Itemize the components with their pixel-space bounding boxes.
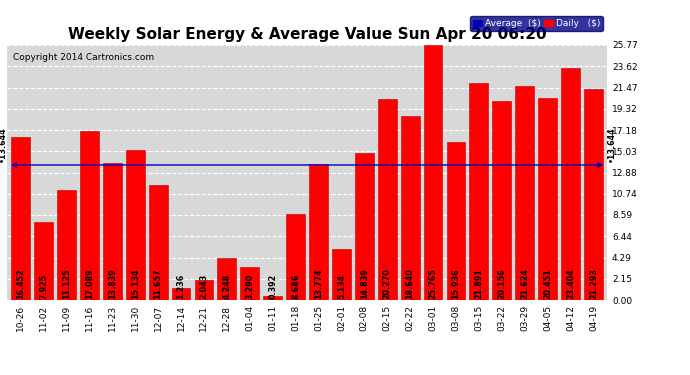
Text: 13.839: 13.839 xyxy=(108,268,117,298)
Bar xyxy=(332,249,351,300)
Text: 21.293: 21.293 xyxy=(589,268,598,298)
Bar xyxy=(286,214,305,300)
Text: 8.686: 8.686 xyxy=(291,273,300,298)
Text: 21.891: 21.891 xyxy=(475,268,484,298)
Text: 11.657: 11.657 xyxy=(154,268,163,298)
Bar xyxy=(538,98,557,300)
Text: 7.925: 7.925 xyxy=(39,273,48,298)
Text: 25.765: 25.765 xyxy=(428,268,437,298)
Text: 1.236: 1.236 xyxy=(177,273,186,298)
Text: 15.936: 15.936 xyxy=(451,268,460,298)
Bar xyxy=(149,184,168,300)
Bar xyxy=(561,68,580,300)
Text: 16.452: 16.452 xyxy=(16,268,25,298)
Text: 15.134: 15.134 xyxy=(130,268,139,298)
Bar xyxy=(584,89,603,300)
Bar xyxy=(80,131,99,300)
Bar xyxy=(11,137,30,300)
Bar xyxy=(126,150,145,300)
Text: 3.290: 3.290 xyxy=(245,273,255,298)
Title: Weekly Solar Energy & Average Value Sun Apr 20 06:20: Weekly Solar Energy & Average Value Sun … xyxy=(68,27,546,42)
Text: 20.156: 20.156 xyxy=(497,268,506,298)
Text: 13.774: 13.774 xyxy=(314,268,323,298)
Bar xyxy=(378,99,397,300)
Bar xyxy=(446,142,465,300)
Bar xyxy=(264,296,282,300)
Bar xyxy=(172,288,190,300)
Bar xyxy=(424,45,442,300)
Bar xyxy=(217,258,236,300)
Text: 18.640: 18.640 xyxy=(406,268,415,298)
Bar xyxy=(493,100,511,300)
Bar xyxy=(401,116,420,300)
Text: •13.644: •13.644 xyxy=(607,126,616,162)
Bar xyxy=(103,163,121,300)
Text: 5.134: 5.134 xyxy=(337,273,346,298)
Text: 21.624: 21.624 xyxy=(520,268,529,298)
Bar xyxy=(355,153,374,300)
Bar xyxy=(57,190,76,300)
Bar xyxy=(34,222,53,300)
Text: •13.644: •13.644 xyxy=(0,126,7,162)
Text: Copyright 2014 Cartronics.com: Copyright 2014 Cartronics.com xyxy=(13,53,154,62)
Text: 20.270: 20.270 xyxy=(383,268,392,298)
Text: 4.248: 4.248 xyxy=(222,273,231,298)
Text: 20.451: 20.451 xyxy=(543,268,552,298)
Text: 17.089: 17.089 xyxy=(85,268,94,298)
Bar xyxy=(240,267,259,300)
Text: 23.404: 23.404 xyxy=(566,268,575,298)
Text: 11.125: 11.125 xyxy=(62,268,71,298)
Text: 0.392: 0.392 xyxy=(268,273,277,298)
Text: 14.839: 14.839 xyxy=(359,268,369,298)
Legend: Average  ($), Daily   ($): Average ($), Daily ($) xyxy=(470,16,602,31)
Bar xyxy=(515,86,534,300)
Bar xyxy=(195,280,213,300)
Bar xyxy=(469,83,489,300)
Text: 2.043: 2.043 xyxy=(199,273,208,298)
Bar xyxy=(309,164,328,300)
